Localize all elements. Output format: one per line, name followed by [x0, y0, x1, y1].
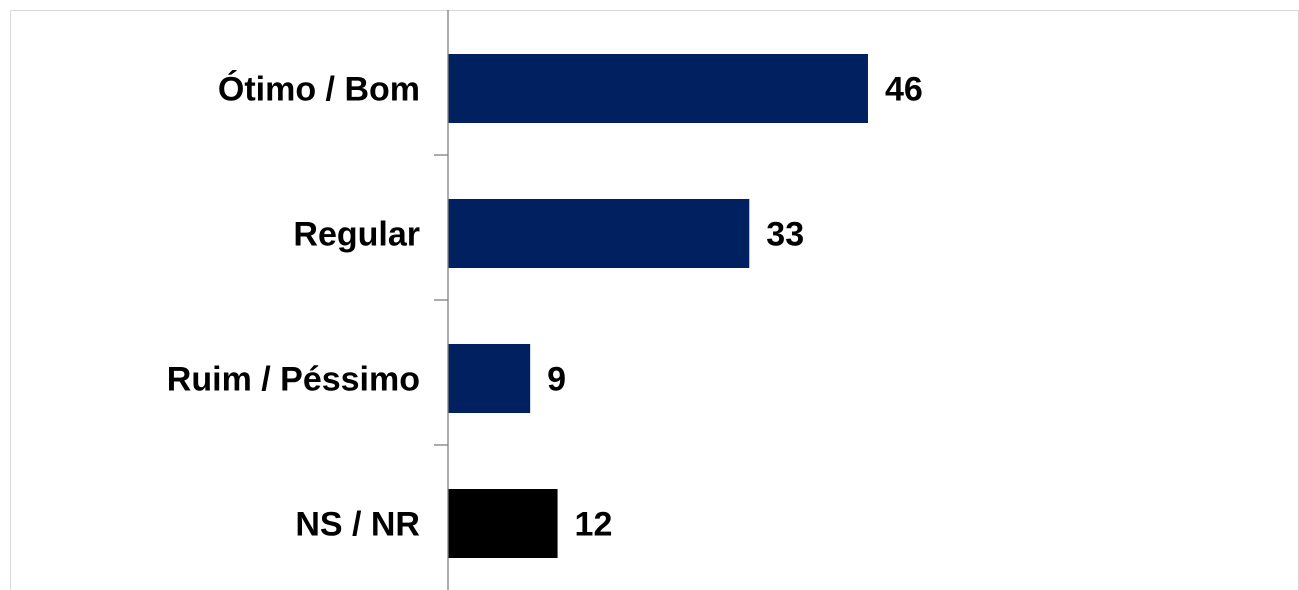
value-label: 12: [575, 506, 613, 544]
labels-layer: Ótimo / Bom 46 Regular 33 Ruim / Péssimo 9 NS …: [167, 71, 923, 544]
category-label: Ótimo / Bom: [218, 71, 420, 109]
bar-3: [448, 489, 558, 558]
category-axis: [434, 10, 449, 590]
category-label: Regular: [293, 216, 420, 254]
value-label: 33: [766, 216, 804, 254]
category-label: NS / NR: [295, 506, 420, 544]
bar-1: [448, 199, 750, 268]
value-label: 9: [547, 361, 566, 399]
bar-2: [448, 344, 531, 413]
bars-layer: [448, 54, 868, 558]
category-label: Ruim / Péssimo: [167, 361, 420, 399]
value-label: 46: [885, 71, 923, 109]
bar-0: [448, 54, 868, 123]
